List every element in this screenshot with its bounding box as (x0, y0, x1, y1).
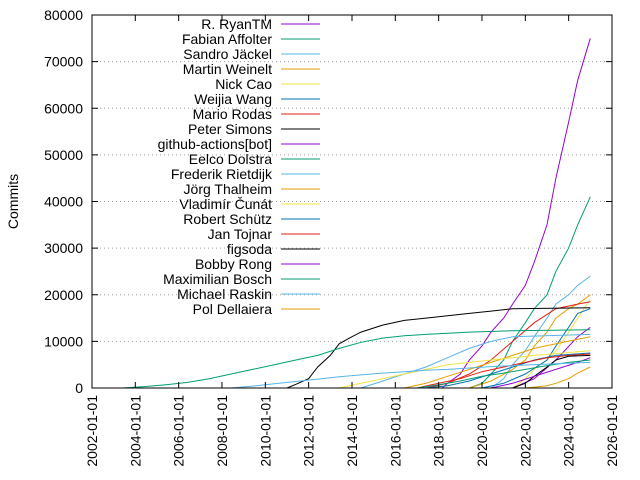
series-line (122, 329, 591, 389)
series-line (416, 353, 591, 389)
legend-entry-label: Peter Simons (188, 121, 272, 137)
x-tick-label: 2018-01-01 (431, 395, 447, 467)
legend-entry-label: Eelco Dolstra (189, 151, 272, 167)
legend-entry-label: Bobby Rong (195, 256, 272, 272)
y-tick-label: 40000 (44, 194, 83, 210)
series-line (441, 38, 591, 389)
x-tick-label: 2004-01-01 (127, 395, 143, 467)
x-tick-label: 2006-01-01 (171, 395, 187, 467)
x-tick-label: 2024-01-01 (561, 395, 577, 467)
y-axis-label: Commits (5, 174, 21, 229)
y-tick-label: 80000 (44, 7, 83, 23)
legend-entry-label: Jan Tojnar (208, 226, 273, 242)
y-tick-label: 10000 (44, 333, 83, 349)
y-tick-label: 50000 (44, 147, 83, 163)
series-line (512, 299, 591, 389)
grid-lines (92, 61, 612, 342)
y-tick-label: 30000 (44, 240, 83, 256)
series-line (469, 196, 591, 389)
legend-entry-label: github-actions[bot] (158, 136, 272, 152)
x-tick-label: 2016-01-01 (387, 395, 403, 467)
x-tick-label: 2022-01-01 (517, 395, 533, 467)
legend-entry-label: figsoda (227, 241, 272, 257)
x-tick-label: 2008-01-01 (214, 395, 230, 467)
y-tick-label: 60000 (44, 100, 83, 116)
y-tick-label: 20000 (44, 287, 83, 303)
legend-entry-label: Sandro Jäckel (183, 46, 272, 62)
series-line (339, 350, 591, 389)
x-tick-label: 2020-01-01 (474, 395, 490, 467)
series-line (286, 307, 591, 389)
series-line (360, 333, 591, 389)
legend-entry-label: Jörg Thalheim (184, 181, 272, 197)
legend-entry-label: Mario Rodas (193, 106, 272, 122)
series-line (230, 361, 591, 389)
legend-entry-label: Michael Raskin (177, 286, 272, 302)
legend-entry-label: Weijia Wang (194, 91, 272, 107)
legend-entry-label: Pol Dellaiera (193, 301, 273, 317)
y-tick-label: 0 (75, 380, 83, 396)
x-tick-label: 2014-01-01 (344, 395, 360, 467)
legend-entry-label: Robert Schütz (183, 211, 272, 227)
series-line (425, 352, 591, 389)
legend-entry-label: Nick Cao (215, 76, 272, 92)
legend-entry-label: Fabian Affolter (182, 31, 272, 47)
legend-entry-label: Vladimír Čunát (179, 196, 272, 212)
series-line (469, 294, 591, 389)
x-tick-label: 2012-01-01 (301, 395, 317, 467)
series-line (404, 336, 591, 389)
x-tick-label: 2010-01-01 (257, 395, 273, 467)
y-tick-label: 70000 (44, 54, 83, 70)
x-tick-label: 2026-01-01 (604, 395, 620, 467)
legend-entry-label: Martin Weinelt (183, 61, 272, 77)
x-tick-label: 2002-01-01 (84, 395, 100, 467)
series-line (481, 308, 591, 389)
series-line (525, 366, 591, 389)
legend-entry-label: Maximilian Bosch (163, 271, 272, 287)
legend-entry-label: Frederik Rietdijk (171, 166, 273, 182)
legend-entry-label: R. RyanTM (201, 16, 272, 32)
axes: 0 10000 20000 30000 40000 50000 60000 70000 8000… (44, 7, 620, 467)
